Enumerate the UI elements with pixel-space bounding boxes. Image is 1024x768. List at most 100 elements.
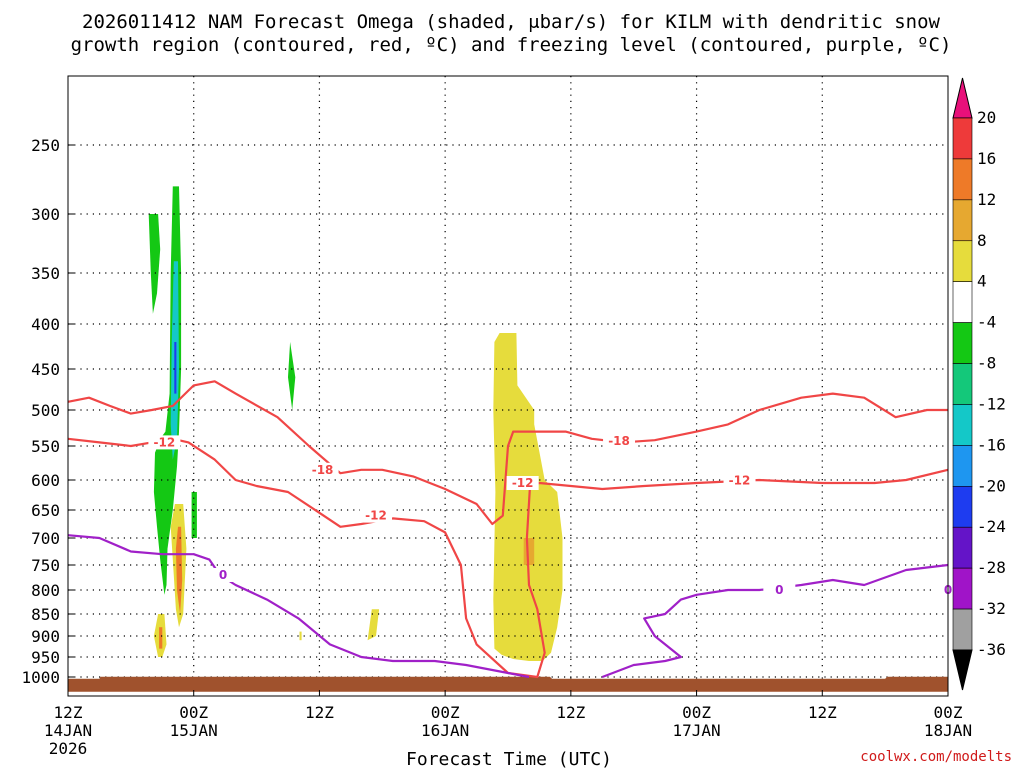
- omega-region-ascent-midlevel-cell: [191, 492, 197, 538]
- y-tick-label-750: 750: [31, 556, 60, 575]
- y-tick-label-450: 450: [31, 360, 60, 379]
- x-tick-label: 16JAN: [421, 721, 469, 740]
- contour-label-bg: [603, 433, 636, 448]
- colorbar-label: 12: [977, 190, 996, 209]
- x-tick-label: 12Z: [305, 703, 334, 722]
- x-tick-label: 17JAN: [672, 721, 720, 740]
- colorbar: 20 16 12 8 4 -4 -8 -12 -16 -20 -24 -28 -32 -36: [952, 77, 1006, 691]
- contour-line-2: [67, 534, 530, 679]
- contour-line-1: [67, 437, 949, 679]
- contour-label: -12: [365, 509, 387, 523]
- colorbar-label: 8: [977, 231, 987, 250]
- colorbar-label: -32: [977, 599, 1006, 618]
- colorbar-label: -24: [977, 517, 1006, 536]
- x-tick-label: 18JAN: [924, 721, 972, 740]
- colorbar-bin: [952, 404, 973, 446]
- credit-text: coolwx.com/modelts: [860, 749, 1012, 765]
- contour-label: -18: [608, 434, 630, 448]
- x-tick-label: 15JAN: [170, 721, 218, 740]
- colorbar-bin: [952, 363, 973, 405]
- x-tick-label: 12Z: [556, 703, 585, 722]
- contour-label-bg: [207, 568, 240, 582]
- colorbar-label: -4: [977, 313, 996, 332]
- contour-label-bg: [306, 462, 339, 477]
- chart-title-line-1: 2026011412 NAM Forecast Omega (shaded, μ…: [82, 11, 940, 33]
- contour-line-0: [67, 380, 948, 526]
- colorbar-bin: [952, 322, 973, 364]
- y-tick-label-350: 350: [31, 264, 60, 283]
- colorbar-label: -28: [977, 558, 1006, 577]
- colorbar-label: 4: [977, 272, 987, 291]
- colorbar-bin: [952, 526, 973, 569]
- y-tick-label-550: 550: [31, 437, 60, 456]
- colorbar-label: 20: [977, 108, 996, 127]
- colorbar-bin: [952, 281, 973, 323]
- colorbar-bin: [952, 608, 973, 651]
- x-tick-label: 12Z: [54, 703, 83, 722]
- y-tick-label-1000: 1000: [21, 668, 60, 687]
- colorbar-bin: [952, 199, 973, 242]
- contour-label: 0: [219, 568, 227, 582]
- plot-frame: [67, 75, 949, 697]
- omega-shading: [148, 186, 563, 661]
- contour-label-bg: [723, 473, 756, 488]
- colorbar-bin: [952, 117, 973, 160]
- omega-region-subsidence-tiny-cell: [299, 631, 302, 641]
- contour-label: -12: [512, 476, 534, 490]
- y-tick-label-850: 850: [31, 605, 60, 624]
- x-tick-label: 00Z: [179, 703, 208, 722]
- y-tick-label-900: 900: [31, 627, 60, 646]
- colorbar-bin: [952, 567, 973, 610]
- colorbar-bin: [952, 445, 973, 487]
- y-tick-label-700: 700: [31, 529, 60, 548]
- y-tick-label-400: 400: [31, 315, 60, 334]
- x-tick-label: 00Z: [682, 703, 711, 722]
- omega-region-subsidence-large-plume: [493, 333, 563, 661]
- contour-label: -12: [729, 474, 751, 488]
- x-tick-label: 2026: [49, 739, 88, 758]
- colorbar-bin: [952, 158, 973, 201]
- terrain-layer: [68, 676, 948, 692]
- contour-label-bg: [506, 476, 539, 490]
- y-tick-label-300: 300: [31, 205, 60, 224]
- omega-region-ascent-core-strongest: [174, 342, 177, 394]
- omega-region-subsidence-lower-core: [175, 526, 183, 614]
- contour-label-bg: [360, 508, 392, 523]
- omega-region-ascent-isolated-cell: [288, 342, 296, 410]
- chart-title-line-2: growth region (contoured, red, ºC) and f…: [71, 34, 952, 56]
- colorbar-bin: [952, 486, 973, 528]
- omega-region-subsidence-small-cell: [367, 609, 380, 641]
- terrain-ground: [68, 676, 948, 692]
- colorbar-label: -8: [977, 354, 996, 373]
- x-tick-label: 00Z: [934, 703, 963, 722]
- contour-line-3: [601, 563, 949, 679]
- y-tick-label-800: 800: [31, 581, 60, 600]
- y-axis: 250 300 350 400 450 500 550 600 650 700 750 800 850 9…: [21, 136, 74, 687]
- y-tick-label-250: 250: [31, 136, 60, 155]
- x-tick-label: 14JAN: [44, 721, 92, 740]
- colorbar-cap-bottom: [952, 649, 973, 691]
- x-tick-label: 12Z: [808, 703, 837, 722]
- colorbar-label: -12: [977, 394, 1006, 413]
- omega-region-subsidence-surface-core: [159, 627, 163, 649]
- y-tick-label-500: 500: [31, 401, 60, 420]
- colorbar-label: 16: [977, 149, 996, 168]
- contour-label-bg: [148, 435, 181, 450]
- omega-region-ascent-core-upper: [148, 214, 161, 314]
- contour-label-bg: [763, 583, 796, 597]
- contour-label: 0: [775, 583, 783, 597]
- x-tick-label: 00Z: [431, 703, 460, 722]
- y-tick-label-950: 950: [31, 648, 60, 667]
- y-tick-label-650: 650: [31, 501, 60, 520]
- colorbar-label: -16: [977, 435, 1006, 454]
- contour-label: -12: [154, 435, 176, 449]
- contour-label: -18: [312, 463, 334, 477]
- x-axis-title: Forecast Time (UTC): [406, 749, 612, 768]
- colorbar-cap-top: [952, 77, 973, 119]
- colorbar-label: -36: [977, 640, 1006, 659]
- colorbar-label: -20: [977, 476, 1006, 495]
- y-tick-label-600: 600: [31, 471, 60, 490]
